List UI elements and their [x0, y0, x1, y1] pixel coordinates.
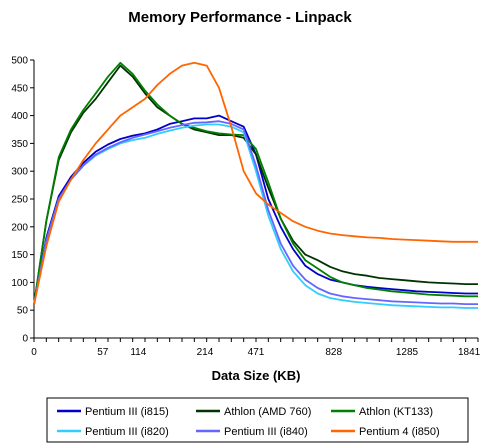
series-line-5: [33, 120, 478, 306]
x-tick-label: 114: [130, 347, 146, 358]
y-tick-label: 0: [22, 334, 28, 345]
chart-title: Memory Performance - Linpack: [128, 9, 352, 26]
y-tick-label: 500: [11, 56, 28, 67]
x-tick-label: 0: [31, 347, 37, 358]
x-tick-label: 1285: [396, 347, 419, 358]
y-tick-label: 300: [11, 167, 28, 178]
y-tick-label: 450: [11, 83, 28, 94]
y-tick-label: 200: [11, 222, 28, 233]
x-tick-label: 1841: [458, 347, 481, 358]
series-line-4: [33, 123, 478, 309]
legend: Pentium III (i815) Athlon (AMD 760) Athlon…: [46, 397, 469, 443]
series-line-2: [33, 64, 478, 305]
x-tick-label: 828: [325, 347, 342, 358]
y-tick-label: 100: [11, 278, 28, 289]
legend-box: [46, 397, 469, 443]
y-tick-label: 150: [11, 250, 28, 261]
x-axis-title: Data Size (KB): [212, 368, 301, 383]
legend-label: Pentium III (i820): [85, 426, 169, 438]
legend-label: Pentium III (i815): [85, 406, 169, 418]
plot-area: [34, 60, 478, 338]
y-tick-label: 400: [11, 111, 28, 122]
y-tick-label: 250: [11, 195, 28, 206]
series-line-3: [33, 61, 478, 305]
legend-label: Pentium III (i840): [224, 426, 308, 438]
y-tick-label: 350: [11, 139, 28, 150]
legend-label: Athlon (AMD 760): [224, 406, 311, 418]
series-line-6: [33, 61, 478, 305]
legend-label: Pentium 4 (i850): [359, 426, 440, 438]
x-tick-label: 214: [197, 347, 214, 358]
series-group: [33, 61, 478, 309]
axes: 0 50 100 150 200 250 300 350 400 450 500 0 57 114 214 4…: [11, 56, 480, 359]
y-tick-label: 50: [17, 306, 29, 317]
x-tick-label: 471: [248, 347, 265, 358]
x-tick-label: 57: [97, 347, 109, 358]
legend-label: Athlon (KT133): [359, 406, 433, 418]
